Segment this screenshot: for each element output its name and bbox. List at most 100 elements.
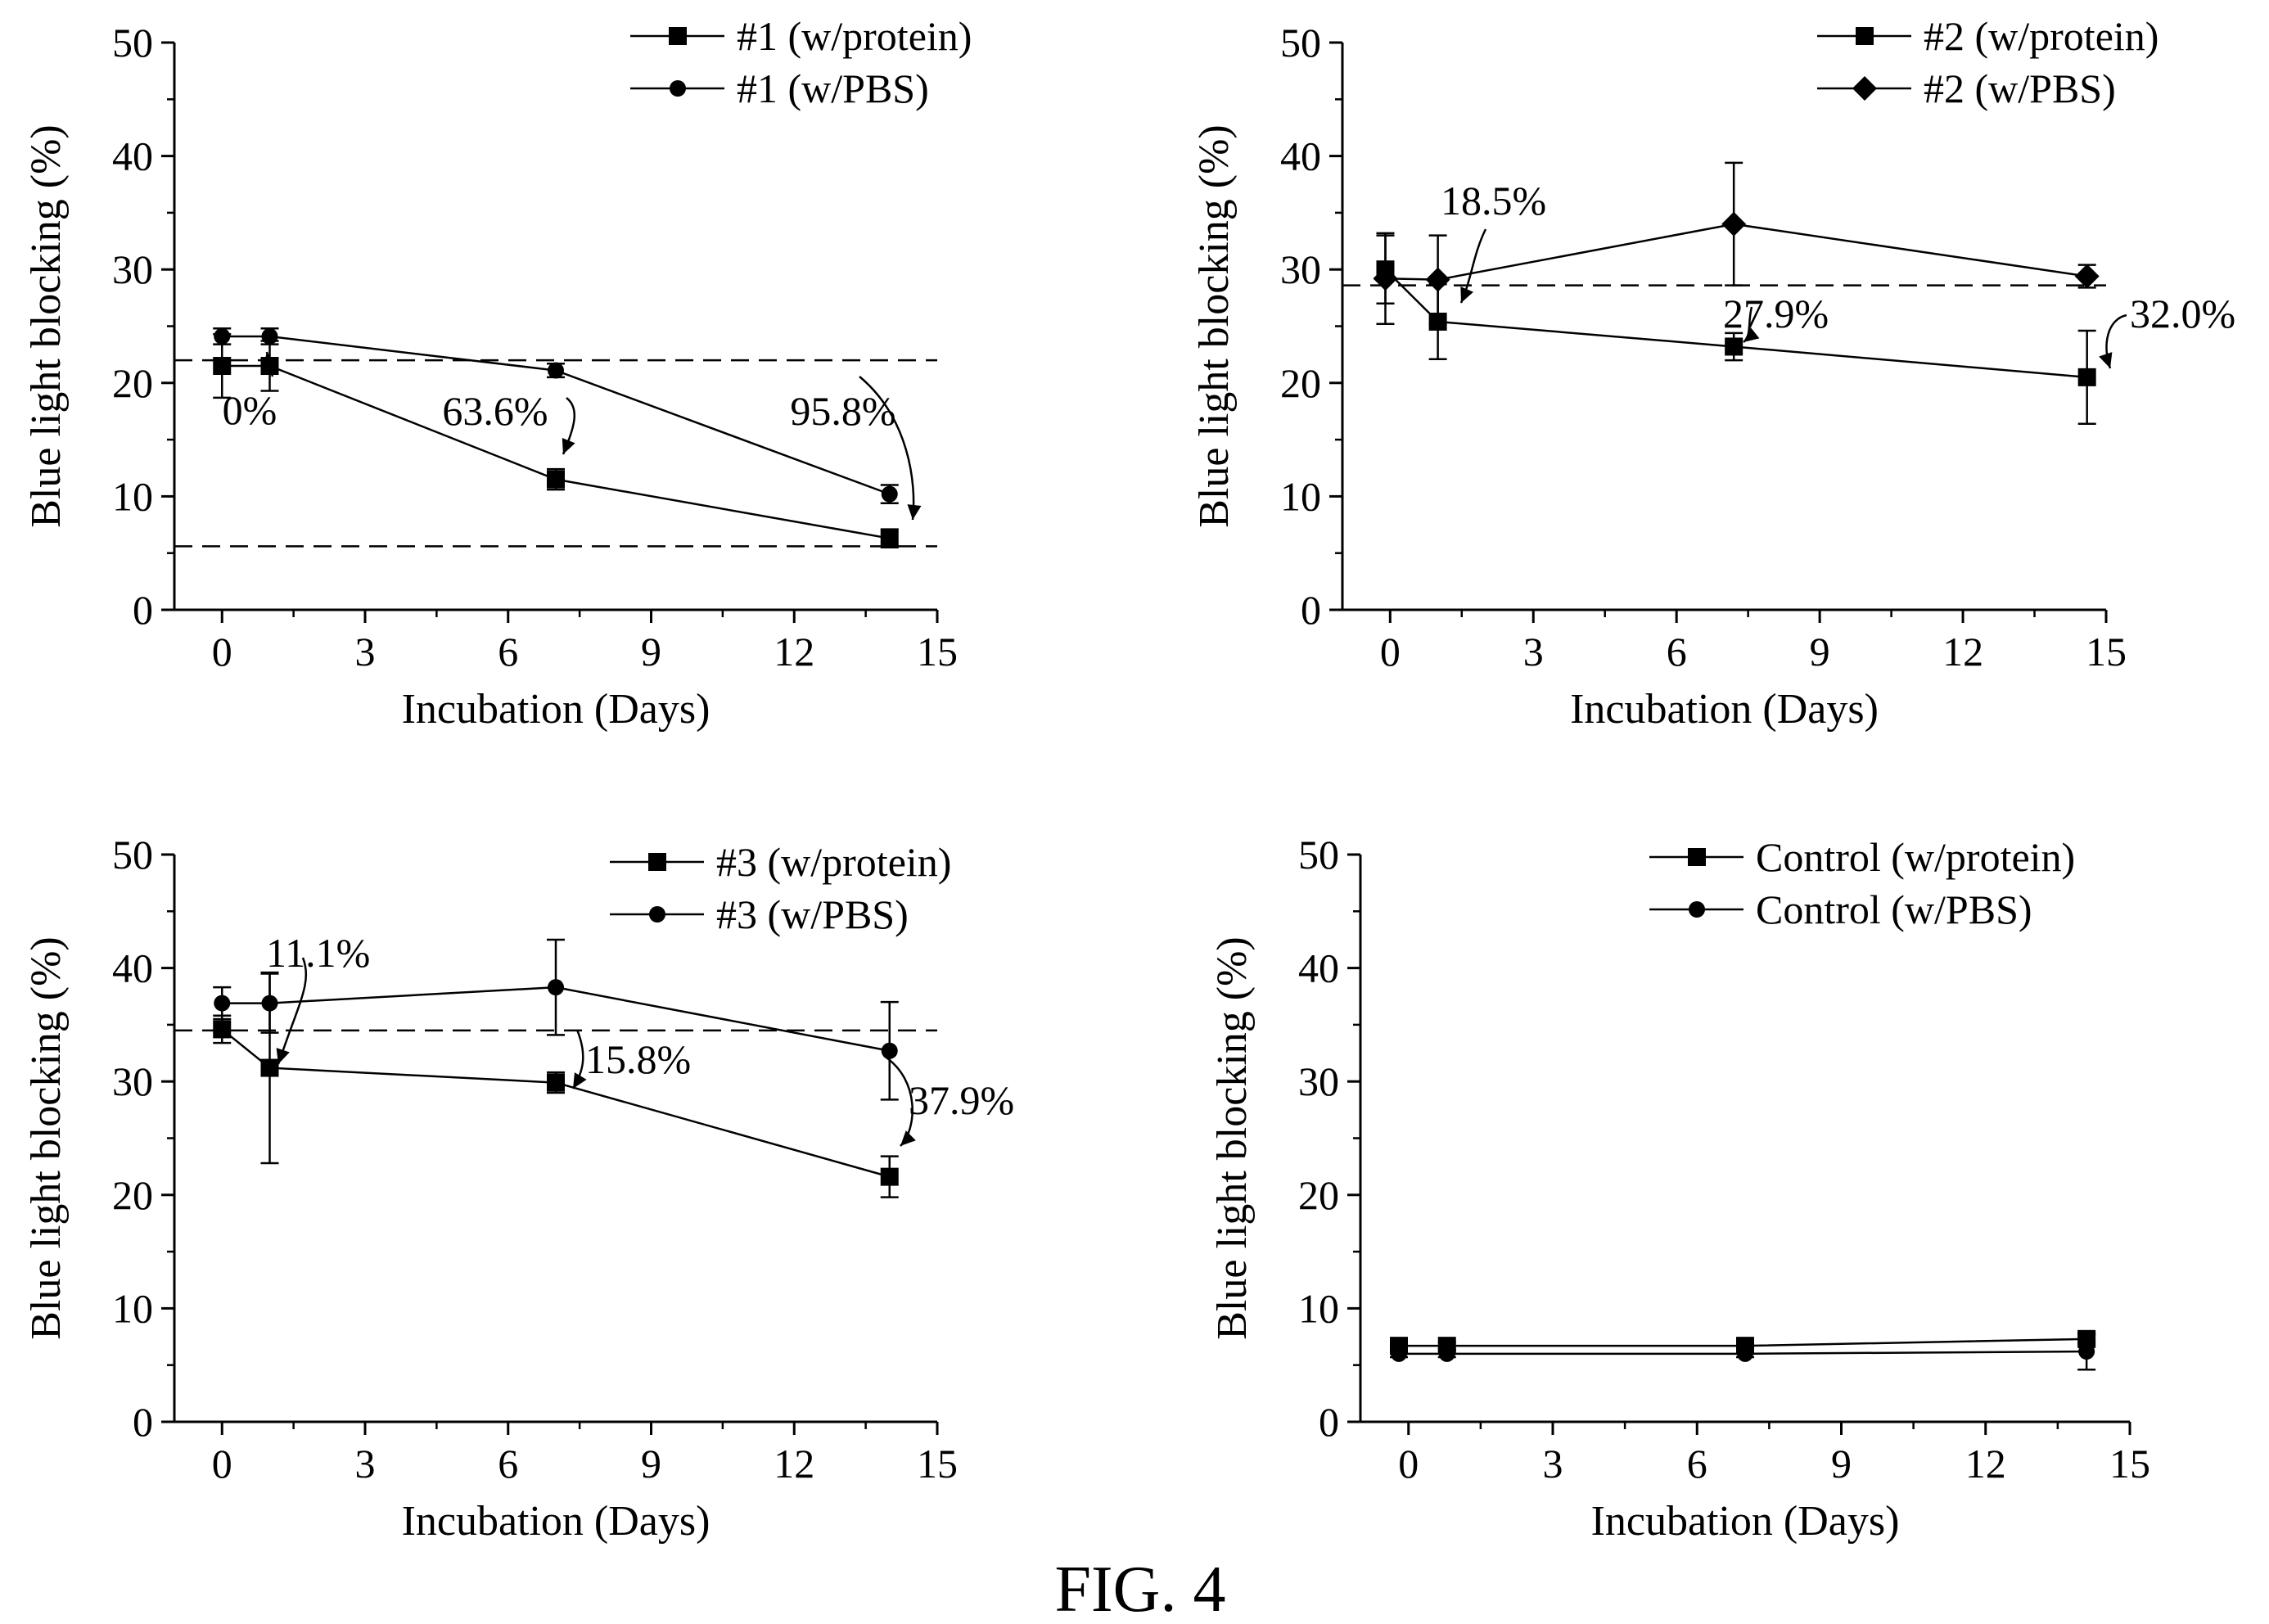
y-tick-label: 0 [1301, 587, 1321, 633]
legend-marker [1688, 848, 1706, 866]
percent-annotation: 32.0% [2130, 291, 2235, 336]
x-axis-title: Incubation (Days) [402, 1498, 710, 1545]
x-tick-label: 15 [2086, 629, 2127, 674]
y-tick-label: 40 [112, 945, 153, 991]
x-tick-label: 12 [774, 1441, 814, 1486]
percent-annotation: 15.8% [585, 1036, 691, 1082]
x-tick-label: 3 [1523, 629, 1544, 674]
data-point [260, 1058, 279, 1077]
x-axis-title: Incubation (Days) [402, 686, 710, 733]
arrow-head [573, 1072, 587, 1089]
legend-marker [648, 853, 666, 871]
legend-marker [1856, 27, 1874, 45]
legend-marker [669, 27, 687, 45]
x-tick-label: 12 [774, 629, 814, 674]
x-tick-label: 12 [1965, 1441, 2006, 1486]
y-tick-label: 0 [1319, 1399, 1339, 1445]
y-tick-label: 10 [112, 1285, 153, 1331]
y-tick-label: 0 [133, 587, 153, 633]
data-point [214, 327, 231, 345]
x-tick-label: 0 [1398, 1441, 1419, 1486]
arrow-head [1743, 327, 1760, 342]
percent-annotation: 0% [223, 387, 277, 433]
y-tick-label: 30 [112, 1058, 153, 1104]
series-2 [1373, 161, 2100, 325]
series-line [222, 986, 890, 1053]
series-line [1384, 268, 2087, 379]
series-2 [213, 938, 899, 1101]
data-point [1737, 1345, 1753, 1362]
chart-panel-1: 0 10 20 30 40 50 0 3 6 9 12 15 Incubation (Days) Blue… [23, 13, 972, 733]
data-point [1391, 1345, 1407, 1362]
x-tick-label: 6 [1667, 629, 1687, 674]
x-tick-label: 3 [1543, 1441, 1563, 1486]
data-point [2074, 264, 2100, 289]
y-tick-label: 30 [1280, 246, 1321, 292]
x-tick-label: 6 [498, 1441, 518, 1486]
legend-label: Control (w/PBS) [1756, 886, 2032, 932]
arrow-head [562, 438, 575, 454]
y-tick-label: 10 [112, 473, 153, 519]
y-tick-label: 20 [1280, 360, 1321, 406]
arrow-head [900, 1130, 916, 1146]
y-tick-label: 30 [1298, 1058, 1339, 1104]
percent-annotation: 11.1% [266, 930, 370, 976]
data-point [1438, 1345, 1455, 1362]
series-1 [213, 332, 899, 549]
data-point [2078, 1343, 2095, 1360]
data-point [261, 327, 278, 345]
x-tick-label: 0 [212, 1441, 232, 1486]
series-2 [213, 327, 899, 504]
x-tick-label: 15 [917, 629, 958, 674]
y-tick-label: 30 [112, 246, 153, 292]
y-tick-label: 0 [133, 1399, 153, 1445]
data-point [214, 995, 231, 1012]
chart-panel-2: 0 10 20 30 40 50 0 3 6 9 12 15 Incubation (Days) Blue… [1191, 13, 2235, 733]
x-tick-label: 9 [1810, 629, 1830, 674]
percent-annotation: 63.6% [442, 388, 548, 434]
legend-label: #2 (w/protein) [1924, 13, 2158, 59]
series-line [222, 335, 891, 495]
data-point [1725, 337, 1743, 356]
arrow-head [2099, 352, 2113, 368]
percent-annotation: 27.9% [1723, 291, 1829, 336]
y-tick-label: 50 [1298, 832, 1339, 877]
y-tick-label: 20 [112, 1172, 153, 1218]
y-tick-label: 40 [1280, 133, 1321, 179]
chart-panel-4: 0 10 20 30 40 50 0 3 6 9 12 15 Incubation (Days) Blue… [1209, 832, 2150, 1545]
chart-panel-3: 0 10 20 30 40 50 0 3 6 9 12 15 Incubation (Days) Blue… [23, 832, 1014, 1545]
arrow-head [907, 504, 922, 520]
data-point [213, 357, 232, 376]
x-tick-label: 15 [917, 1441, 958, 1486]
x-tick-label: 3 [355, 1441, 376, 1486]
x-tick-label: 6 [498, 629, 518, 674]
annotation-arrow [277, 957, 308, 1065]
data-point [880, 1167, 899, 1186]
data-point [261, 995, 278, 1012]
x-tick-label: 3 [355, 629, 376, 674]
legend-label: #1 (w/protein) [737, 13, 972, 59]
x-tick-label: 9 [1831, 1441, 1852, 1486]
y-tick-label: 40 [1298, 945, 1339, 991]
legend-label: Control (w/protein) [1756, 834, 2075, 880]
series-2 [1390, 1332, 2096, 1371]
x-axis-title: Incubation (Days) [1570, 686, 1879, 733]
x-tick-label: 9 [641, 629, 661, 674]
data-point [1373, 266, 1398, 291]
percent-annotation: 37.9% [909, 1077, 1014, 1123]
figure-caption: FIG. 4 [1055, 1554, 1226, 1624]
y-tick-label: 20 [1298, 1172, 1339, 1218]
series-line [222, 364, 890, 539]
x-tick-label: 0 [212, 629, 232, 674]
x-axis-title: Incubation (Days) [1591, 1498, 1900, 1545]
legend-marker [1852, 76, 1877, 101]
y-axis-title: Blue light blocking (%) [23, 936, 70, 1339]
arrow-head [1460, 286, 1474, 303]
legend-label: #3 (w/PBS) [716, 891, 909, 937]
y-axis-title: Blue light blocking (%) [1191, 124, 1238, 527]
data-point [881, 1042, 898, 1059]
y-axis-title: Blue light blocking (%) [23, 124, 70, 527]
y-tick-label: 20 [112, 360, 153, 406]
data-point [548, 979, 564, 996]
